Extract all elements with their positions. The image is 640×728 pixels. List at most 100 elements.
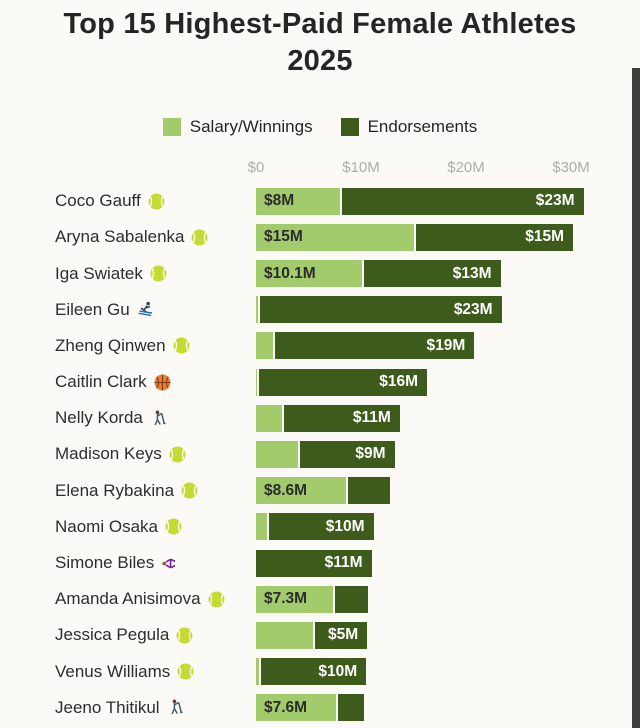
athlete-name: Venus Williams — [55, 661, 171, 681]
legend: Salary/Winnings Endorsements — [0, 117, 640, 137]
salary-segment — [256, 621, 313, 649]
salary-segment: $8.6M — [256, 477, 347, 505]
endorsements-value-label: $10M — [325, 517, 365, 535]
athlete-name: Iga Swiatek — [55, 263, 143, 283]
stacked-bar: $7.6M — [256, 694, 365, 722]
endorsements-segment: $5M — [314, 621, 368, 649]
stacked-bar: $7.3M — [256, 585, 369, 613]
athlete-row: Nelly Korda $11M — [0, 400, 640, 436]
endorsements-segment: $9M — [300, 440, 395, 468]
tennis-ball-icon — [150, 265, 167, 282]
athlete-label: Iga Swiatek — [0, 264, 256, 284]
athlete-name: Simone Biles — [55, 553, 155, 573]
endorsements-segment: $10M — [268, 513, 374, 541]
tennis-ball-icon — [165, 518, 182, 535]
right-edge-strip — [632, 68, 640, 728]
bar-chart: Coco Gauff $8M $23M Aryna Sabalenka $15M $15M… — [0, 183, 640, 726]
legend-label: Salary/Winnings — [189, 117, 313, 137]
stacked-bar: $23M — [256, 296, 502, 324]
stacked-bar: $10M — [256, 513, 374, 541]
stacked-bar: $8M $23M — [256, 187, 584, 215]
salary-segment: $10.1M — [256, 260, 363, 288]
tennis-ball-icon — [208, 591, 225, 608]
salary-segment — [256, 296, 259, 324]
athlete-label: Caitlin Clark — [0, 372, 256, 392]
athlete-name: Aryna Sabalenka — [55, 227, 185, 247]
golfer-icon — [167, 699, 184, 716]
athlete-row: Elena Rybakina $8.6M — [0, 473, 640, 509]
athlete-row: Coco Gauff $8M $23M — [0, 183, 640, 219]
athlete-row: Eileen Gu $23M — [0, 292, 640, 328]
athlete-row: Iga Swiatek $10.1M $13M — [0, 255, 640, 291]
athlete-row: Jeeno Thitikul $7.6M — [0, 690, 640, 726]
gymnast-icon — [161, 555, 178, 572]
tennis-ball-icon — [181, 482, 198, 499]
athlete-label: Nelly Korda — [0, 408, 256, 428]
athlete-name: Amanda Anisimova — [55, 589, 201, 609]
axis-tick: $0 — [247, 159, 265, 177]
athlete-name: Nelly Korda — [55, 408, 143, 428]
salary-value-label: $8.6M — [264, 481, 308, 499]
athlete-label: Coco Gauff — [0, 191, 256, 211]
endorsements-value-label: $16M — [379, 373, 419, 391]
endorsements-segment: $10M — [261, 658, 367, 686]
athlete-name: Jessica Pegula — [55, 625, 170, 645]
endorsements-value-label: $11M — [352, 409, 391, 427]
athlete-label: Venus Williams — [0, 662, 256, 682]
athlete-label: Amanda Anisimova — [0, 589, 256, 609]
salary-segment — [256, 513, 267, 541]
endorsements-value-label: $13M — [452, 264, 492, 282]
athlete-row: Caitlin Clark $16M — [0, 364, 640, 400]
endorsements-segment — [348, 477, 391, 505]
endorsements-value-label: $10M — [318, 662, 358, 680]
stacked-bar: $9M — [256, 440, 395, 468]
axis-tick: $20M — [447, 159, 485, 177]
salary-value-label: $15M — [264, 228, 303, 246]
athlete-name: Coco Gauff — [55, 191, 141, 211]
axis-tick: $30M — [552, 159, 590, 177]
stacked-bar: $15M $15M — [256, 223, 573, 251]
endorsements-value-label: $23M — [453, 300, 493, 318]
legend-label: Endorsements — [367, 117, 478, 137]
salary-value-label: $8M — [264, 192, 295, 210]
tennis-ball-icon — [177, 663, 194, 680]
legend-item-endorsements: Endorsements — [340, 117, 478, 137]
athlete-name: Eileen Gu — [55, 299, 130, 319]
athlete-name: Elena Rybakina — [55, 480, 175, 500]
endorsements-segment: $13M — [364, 260, 501, 288]
athlete-row: Naomi Osaka $10M — [0, 509, 640, 545]
stacked-bar: $10M — [256, 658, 367, 686]
endorsements-value-label: $19M — [426, 336, 466, 354]
golfer-icon — [150, 410, 167, 427]
stacked-bar: $16M — [256, 368, 428, 396]
athlete-row: Zheng Qinwen $19M — [0, 328, 640, 364]
legend-swatch — [162, 118, 181, 137]
tennis-ball-icon — [148, 193, 165, 210]
athlete-label: Naomi Osaka — [0, 517, 256, 537]
athlete-row: Simone Biles $11M — [0, 545, 640, 581]
athlete-row: Jessica Pegula $5M — [0, 617, 640, 653]
salary-segment — [256, 658, 260, 686]
endorsements-segment: $11M — [256, 549, 372, 577]
legend-swatch — [340, 118, 359, 137]
chart-title: Top 15 Highest-Paid Female Athletes 2025 — [63, 8, 577, 77]
salary-segment: $7.3M — [256, 585, 333, 613]
salary-segment: $7.6M — [256, 694, 336, 722]
endorsements-value-label: $23M — [535, 192, 575, 210]
salary-segment: $8M — [256, 187, 340, 215]
endorsements-segment: $15M — [415, 223, 573, 251]
salary-value-label: $10.1M — [264, 264, 316, 282]
athlete-row: Aryna Sabalenka $15M $15M — [0, 219, 640, 255]
endorsements-value-label: $5M — [328, 626, 359, 644]
athlete-label: Madison Keys — [0, 444, 256, 464]
endorsements-segment: $16M — [259, 368, 428, 396]
tennis-ball-icon — [169, 446, 186, 463]
athlete-name: Caitlin Clark — [55, 372, 147, 392]
salary-value-label: $7.3M — [264, 590, 308, 608]
salary-segment: $15M — [256, 223, 414, 251]
stacked-bar: $8.6M — [256, 477, 391, 505]
athlete-label: Aryna Sabalenka — [0, 227, 256, 247]
stacked-bar: $11M — [256, 404, 400, 432]
skier-icon — [137, 301, 154, 318]
